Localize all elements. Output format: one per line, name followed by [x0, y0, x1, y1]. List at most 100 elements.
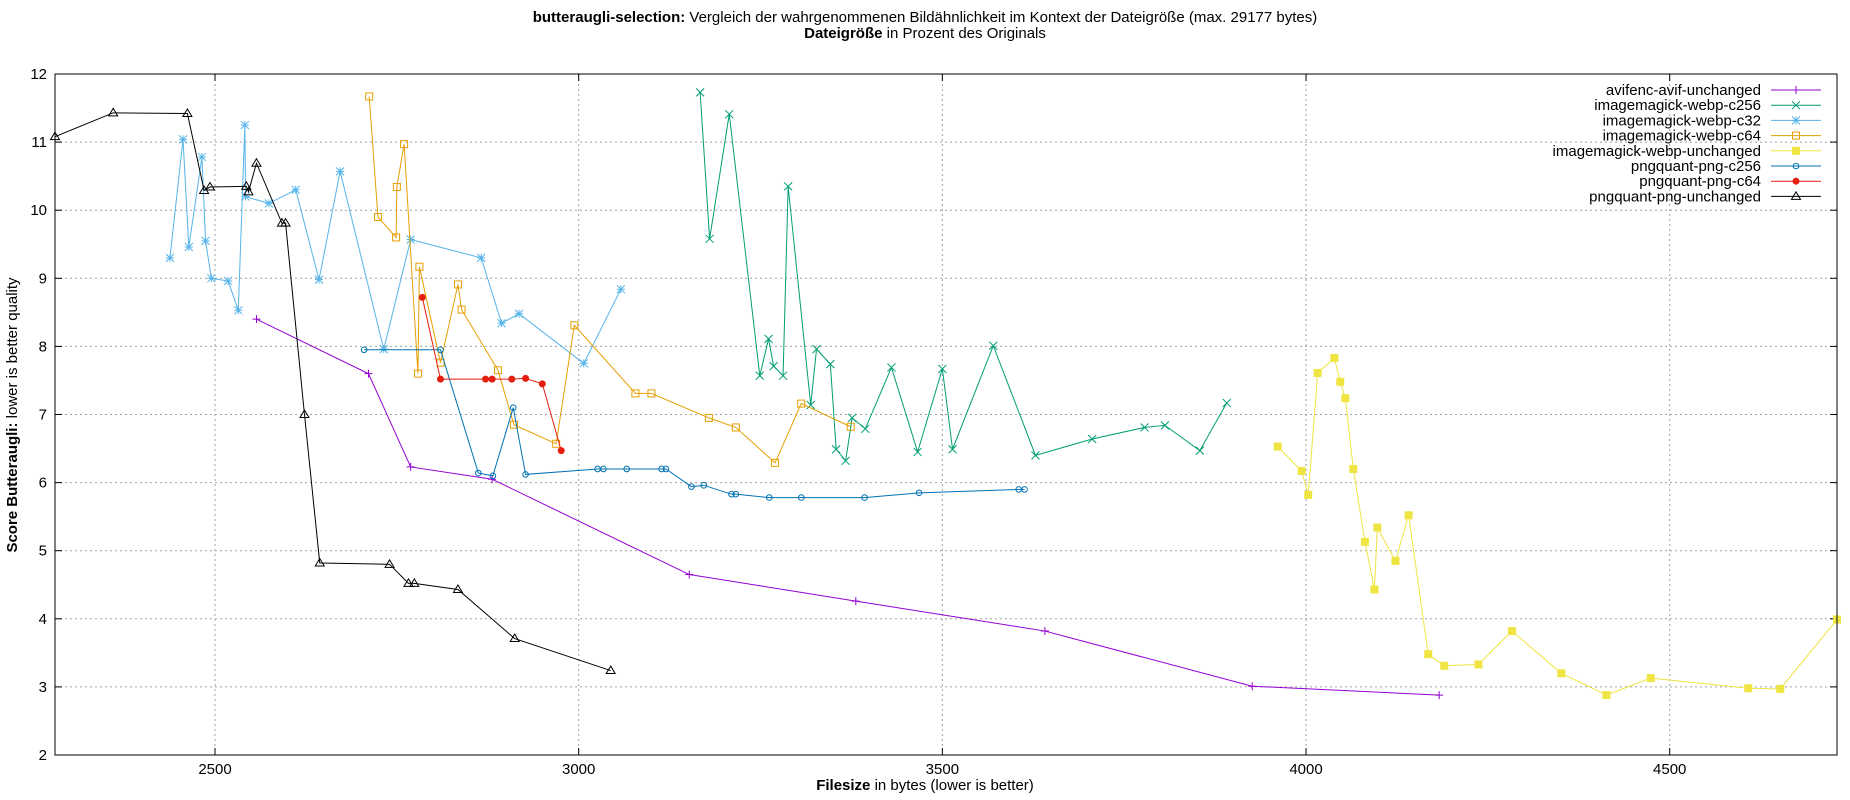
- data-point-imagemagick-webp-c256: [1195, 446, 1205, 455]
- data-point-imagemagick-webp-unchanged: [1360, 537, 1369, 546]
- data-point-imagemagick-webp-c32: [207, 273, 216, 283]
- legend-marker-pngquant-png-c256: [1792, 162, 1800, 170]
- data-point-avifenc-avif-unchanged: [1435, 691, 1444, 700]
- y-tick-label: 10: [30, 202, 47, 219]
- data-point-pngquant-png-c256: [437, 346, 444, 354]
- data-point-avifenc-avif-unchanged: [1248, 682, 1257, 691]
- data-point-imagemagick-webp-unchanged: [1404, 511, 1413, 520]
- data-point-imagemagick-webp-c256: [831, 444, 841, 454]
- data-point-imagemagick-webp-c256: [812, 344, 821, 354]
- data-point-imagemagick-webp-unchanged: [1557, 669, 1566, 678]
- data-point-avifenc-avif-unchanged: [406, 462, 415, 471]
- data-point-pngquant-png-c256: [509, 404, 517, 411]
- x-tick-label: 2500: [198, 761, 231, 778]
- data-point-imagemagick-webp-unchanged: [1776, 684, 1785, 693]
- data-point-pngquant-png-c256: [522, 471, 529, 478]
- data-point-pngquant-png-unchanged: [403, 577, 414, 587]
- data-point-imagemagick-webp-c32: [197, 152, 207, 162]
- data-point-imagemagick-webp-c64: [415, 262, 424, 271]
- x-tick-label: 3000: [562, 761, 595, 778]
- data-point-imagemagick-webp-c64: [365, 92, 374, 101]
- data-point-imagemagick-webp-c256: [938, 364, 947, 374]
- data-point-imagemagick-webp-unchanged: [1313, 368, 1322, 377]
- data-point-imagemagick-webp-unchanged: [1370, 585, 1379, 594]
- data-point-imagemagick-webp-c32: [264, 199, 274, 208]
- legend-label-imagemagick-webp-unchanged: imagemagick-webp-unchanged: [1553, 143, 1761, 160]
- y-tick-label: 7: [39, 407, 47, 424]
- series-line-pngquant-png-c256: [364, 349, 1025, 499]
- data-point-pngquant-png-unchanged: [181, 108, 193, 117]
- data-point-imagemagick-webp-c256: [847, 413, 857, 423]
- data-point-imagemagick-webp-c256: [988, 341, 998, 351]
- series-imagemagick-webp-c32: [165, 120, 626, 368]
- data-point-imagemagick-webp-c32: [616, 284, 626, 294]
- series-imagemagick-webp-c64: [365, 92, 855, 467]
- data-point-imagemagick-webp-c32: [201, 236, 210, 246]
- y-tick-label: 4: [39, 611, 47, 628]
- plot-frame: [54, 73, 1838, 756]
- data-point-imagemagick-webp-c32: [178, 135, 188, 144]
- data-point-pngquant-png-unchanged: [243, 186, 254, 196]
- series-line-pngquant-png-unchanged: [54, 112, 611, 672]
- data-point-imagemagick-webp-c256: [887, 363, 896, 372]
- data-point-imagemagick-webp-c64: [797, 399, 806, 408]
- x-axis-title-bold: Filesize: [816, 777, 870, 794]
- data-point-imagemagick-webp-c256: [755, 371, 765, 381]
- data-point-imagemagick-webp-c64: [771, 458, 780, 467]
- data-point-imagemagick-webp-c64: [509, 420, 518, 429]
- data-point-imagemagick-webp-unchanged: [1474, 660, 1483, 669]
- legend: avifenc-avif-unchangedimagemagick-webp-c…: [1553, 82, 1821, 205]
- data-point-imagemagick-webp-c32: [241, 192, 250, 201]
- y-tick-label: 5: [39, 543, 47, 560]
- data-point-imagemagick-webp-unchanged: [1646, 674, 1655, 683]
- y-tick-label: 8: [39, 338, 47, 355]
- data-point-imagemagick-webp-c32: [291, 185, 301, 195]
- data-point-pngquant-png-c256: [732, 490, 740, 498]
- data-point-pngquant-png-unchanged: [204, 181, 216, 191]
- data-point-imagemagick-webp-c64: [457, 305, 466, 314]
- data-point-imagemagick-webp-c32: [233, 305, 243, 315]
- data-point-pngquant-png-c64: [436, 375, 444, 383]
- data-point-pngquant-png-c64: [418, 293, 426, 301]
- data-point-imagemagick-webp-c32: [514, 309, 524, 319]
- legend-label-imagemagick-webp-c256: imagemagick-webp-c256: [1594, 97, 1761, 114]
- data-point-imagemagick-webp-unchanged: [1341, 394, 1350, 403]
- data-point-pngquant-png-c256: [797, 494, 805, 501]
- data-point-imagemagick-webp-unchanged: [1304, 490, 1313, 499]
- data-point-imagemagick-webp-c256: [764, 334, 773, 344]
- series-line-avifenc-avif-unchanged: [256, 318, 1440, 696]
- data-point-imagemagick-webp-c256: [1160, 421, 1170, 430]
- data-point-imagemagick-webp-c64: [392, 183, 401, 192]
- x-axis-ticks: 2500 3000 3500 4000 4500: [198, 74, 1686, 778]
- data-point-imagemagick-webp-unchanged: [1349, 464, 1358, 473]
- data-point-imagemagick-webp-unchanged: [1440, 661, 1449, 670]
- data-point-imagemagick-webp-c64: [704, 413, 713, 422]
- legend-label-avifenc-avif-unchanged: avifenc-avif-unchanged: [1606, 82, 1761, 99]
- data-point-imagemagick-webp-c64: [631, 389, 640, 398]
- chart-title-line-2: Dateigröße in Prozent des Originals: [804, 25, 1046, 42]
- data-point-pngquant-png-c256: [360, 346, 368, 354]
- data-point-imagemagick-webp-c32: [240, 120, 250, 130]
- data-point-imagemagick-webp-unchanged: [1602, 691, 1611, 700]
- data-point-imagemagick-webp-c32: [184, 242, 194, 252]
- series-avifenc-avif-unchanged: [252, 315, 1444, 700]
- x-axis-title: Filesize in bytes (lower is better): [816, 777, 1034, 794]
- y-axis-title: Score Butteraugli: lower is better quali…: [4, 277, 21, 553]
- data-point-pngquant-png-unchanged: [280, 217, 291, 227]
- data-point-pngquant-png-c256: [662, 465, 670, 473]
- data-point-imagemagick-webp-unchanged: [1373, 523, 1382, 532]
- data-point-pngquant-png-unchanged: [107, 107, 119, 117]
- data-point-avifenc-avif-unchanged: [364, 369, 373, 378]
- data-point-imagemagick-webp-unchanged: [1330, 353, 1339, 362]
- x-tick-label: 3500: [926, 761, 959, 778]
- data-point-pngquant-png-c256: [728, 490, 735, 498]
- legend-marker-pngquant-png-unchanged: [1790, 190, 1802, 200]
- data-point-imagemagick-webp-unchanged: [1297, 467, 1306, 476]
- y-axis-title-rest: lower is better quality: [4, 277, 21, 423]
- x-axis-title-rest: in bytes (lower is better): [870, 777, 1033, 794]
- data-point-imagemagick-webp-c64: [731, 423, 740, 432]
- data-point-imagemagick-webp-c256: [948, 444, 957, 454]
- y-axis-title-bold: Score Butteraugli:: [4, 423, 21, 553]
- data-point-imagemagick-webp-c64: [392, 233, 401, 242]
- data-point-imagemagick-webp-c64: [570, 321, 579, 330]
